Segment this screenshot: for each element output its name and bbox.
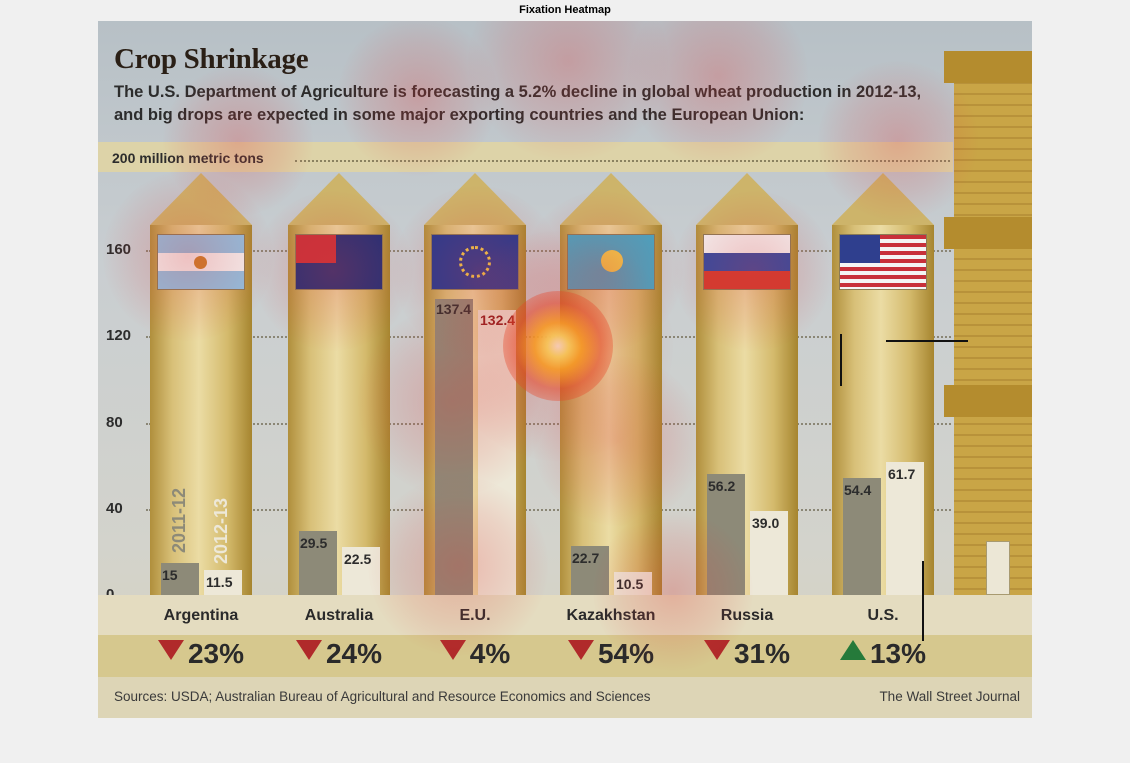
y-gridline	[146, 422, 951, 425]
bar-2011-12	[435, 298, 473, 595]
down-arrow-icon	[439, 640, 466, 660]
value-label-2012-13: 10.5	[616, 576, 644, 593]
kazakhstan-flag-icon	[567, 234, 655, 290]
up-arrow-icon	[839, 640, 866, 660]
percent-change: 54%	[551, 638, 671, 670]
silo-roof	[832, 173, 934, 225]
silo-roof	[424, 173, 526, 225]
silo-roof	[150, 173, 252, 225]
flag-canton-icon	[840, 235, 880, 263]
value-label-2011-12: 137.4	[436, 300, 472, 317]
country-label: Kazakhstan	[566, 607, 656, 624]
bar-2011-12	[571, 546, 609, 595]
percent-change-value: 23%	[187, 638, 245, 669]
eu-flag-icon	[431, 234, 519, 290]
annotation-stroke	[840, 334, 842, 386]
country-label: E.U.	[459, 607, 491, 624]
unit-band	[98, 142, 953, 172]
footer-band	[98, 677, 1032, 718]
value-label-2012-13: 22.5	[344, 550, 372, 567]
figure-title: Fixation Heatmap	[519, 4, 611, 16]
value-label-2012-13: 11.5	[206, 574, 233, 591]
bar-2011-12	[843, 477, 881, 595]
percent-change: 24%	[279, 638, 399, 670]
y-gridline	[146, 250, 951, 253]
infographic-panel: Crop Shrinkage The U.S. Department of Ag…	[98, 21, 1032, 718]
bar-2012-13	[614, 572, 652, 595]
down-arrow-icon	[703, 640, 730, 660]
country-label: Russia	[720, 607, 774, 624]
sources-note: Sources: USDA; Australian Bureau of Agri…	[114, 689, 651, 704]
country-label: Argentina	[163, 607, 239, 624]
y-tick-label: 0	[106, 586, 136, 603]
y-tick-label: 40	[106, 499, 123, 517]
chart-subtitle: The U.S. Department of Agriculture is fo…	[114, 83, 922, 124]
percent-change-value: 4%	[469, 638, 511, 669]
bar-2012-13	[478, 309, 516, 595]
us-flag-icon	[839, 234, 927, 290]
y-gridline	[146, 508, 951, 511]
bar-2011-12	[161, 562, 199, 595]
value-label-2011-12: 54.4	[844, 481, 872, 498]
flag-canton-icon	[296, 235, 336, 263]
percent-change: 31%	[687, 638, 807, 670]
legend-label-2011-12: 2011-12	[169, 487, 189, 553]
star-ring-icon	[459, 246, 491, 278]
down-arrow-icon	[295, 640, 322, 660]
australia-flag-icon	[295, 234, 383, 290]
legend-label-2012-13: 2012-13	[211, 497, 231, 564]
silo-roof	[288, 173, 390, 225]
bar-2012-13	[204, 570, 242, 595]
y-tick-label: 120	[106, 327, 132, 345]
percent-change-value: 24%	[325, 638, 383, 669]
value-label-2011-12: 29.5	[300, 535, 328, 552]
value-label-2011-12: 56.2	[708, 477, 736, 494]
barn-door	[986, 541, 1010, 595]
barn-illustration	[954, 51, 1032, 596]
value-label-2012-13: 39.0	[752, 514, 780, 531]
y-tick-label: 80	[106, 413, 123, 431]
unit-label: 200 million metric tons	[112, 150, 264, 166]
publisher-credit: The Wall Street Journal	[879, 689, 1020, 704]
y-tick-label: 160	[106, 241, 132, 259]
barn-ledge	[944, 385, 1032, 417]
percent-change-value: 31%	[733, 638, 791, 669]
down-arrow-icon	[157, 640, 184, 660]
silo-roof	[560, 173, 662, 225]
down-arrow-icon	[567, 640, 594, 660]
percent-change-value: 54%	[597, 638, 655, 669]
y-gridline	[146, 336, 951, 339]
bar-2011-12	[299, 531, 337, 595]
bar-2011-12	[707, 473, 745, 595]
barn-ledge	[944, 217, 1032, 249]
value-label-2012-13: 132.4	[480, 311, 516, 328]
bar-2012-13	[342, 546, 380, 595]
percent-change: 13%	[823, 638, 943, 670]
sun-eagle-icon	[601, 250, 623, 272]
country-label: U.S.	[867, 607, 899, 624]
percent-change-value: 13%	[869, 638, 927, 669]
value-label-2011-12: 22.7	[572, 550, 600, 567]
argentina-flag-icon	[157, 234, 245, 290]
percent-change: 4%	[415, 638, 535, 670]
country-label: Australia	[304, 607, 374, 624]
silo-roof	[696, 173, 798, 225]
bar-2012-13	[750, 510, 788, 595]
barn-roof	[944, 51, 1032, 83]
sun-emblem-icon	[194, 256, 207, 269]
annotation-stroke	[922, 561, 924, 641]
country-band	[98, 595, 1032, 635]
percent-change: 23%	[141, 638, 261, 670]
russia-flag-icon	[703, 234, 791, 290]
chart-title: Crop Shrinkage	[114, 43, 309, 75]
unit-dotted-line	[295, 160, 950, 162]
change-band	[98, 635, 1032, 677]
value-label-2011-12: 15	[162, 566, 178, 583]
annotation-stroke	[886, 340, 968, 342]
value-label-2012-13: 61.7	[888, 466, 916, 483]
bar-2012-13	[886, 462, 924, 595]
